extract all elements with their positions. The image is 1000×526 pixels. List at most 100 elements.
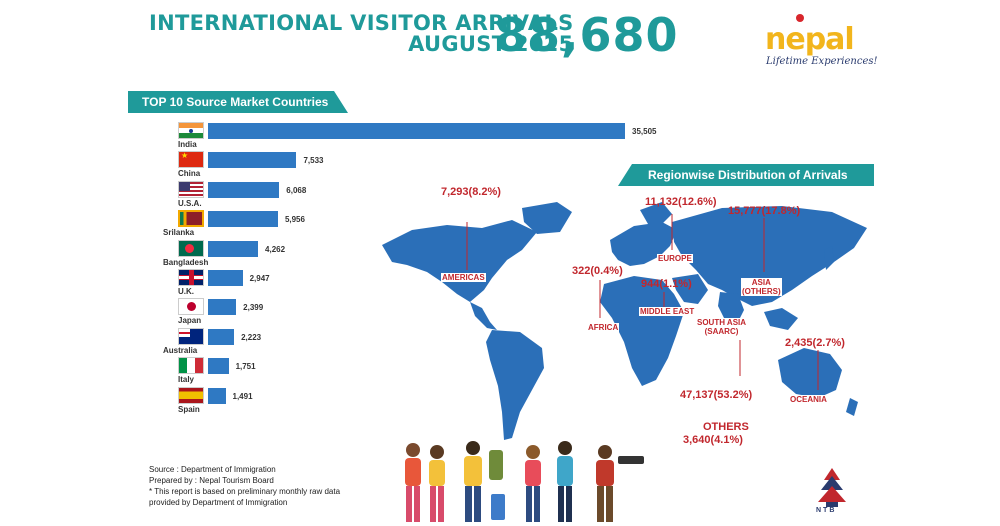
flag-emblem: [184, 243, 194, 253]
china-flag-icon: ★: [178, 151, 204, 169]
south-america-shape: [486, 330, 544, 440]
usa-flag-icon: [178, 180, 204, 198]
scandinavia-shape: [640, 202, 672, 224]
bar-value-label: 2,223: [241, 332, 262, 342]
europe-label: EUROPE: [657, 254, 693, 263]
bar-value-label: 5,956: [284, 215, 305, 225]
bar: [208, 123, 625, 139]
source-line: Source : Department of Immigration: [149, 465, 276, 474]
country-label: U.K.: [178, 287, 194, 296]
oceania-value: 2,435(2.7%): [785, 337, 845, 349]
central-america-shape: [470, 302, 497, 330]
bar-value-label: 35,505: [632, 127, 657, 136]
asia-value: 15,777(17.8%): [728, 205, 801, 217]
nepal-logo: nepal Lifetime Experiences!: [765, 12, 878, 72]
bar: [208, 299, 237, 316]
country-label: Bangladesh: [163, 257, 209, 267]
bar-value-label: 4,262: [265, 244, 286, 254]
note-line-2: provided by Department of Immigration: [149, 498, 288, 507]
region-banner: Regionwise Distribution of Arrivals: [618, 164, 874, 186]
bar: [208, 387, 226, 404]
bar-value-label: 7,533: [303, 156, 324, 166]
country-label: Spain: [178, 404, 200, 414]
traveler-5: [557, 441, 573, 522]
top10-banner: TOP 10 Source Market Countries: [128, 91, 348, 113]
middle-east-value: 944(1.1%): [641, 278, 692, 290]
bar: [208, 358, 229, 375]
page-title: INTERNATIONAL VISITOR ARRIVALS AUGUST 20…: [149, 13, 574, 55]
south-asia-label-line2: (SAARC): [704, 327, 739, 336]
flag-canton: [179, 181, 190, 191]
country-label: Japan: [178, 316, 202, 326]
ntb-logo: NTB: [812, 466, 852, 518]
southeast-asia-shape: [764, 308, 798, 330]
asia-label-line2: (OTHERS): [742, 287, 781, 296]
title-line-2: AUGUST 2025: [408, 32, 574, 56]
note-line-1: * This report is based on preliminary mo…: [149, 487, 341, 496]
bar-value-label: 2,947: [249, 274, 270, 283]
bar: [208, 181, 280, 198]
world-map: [372, 190, 872, 455]
traveler-6: [596, 445, 644, 522]
africa-label: AFRICA: [587, 323, 620, 332]
asia-label-line1: ASIA: [751, 278, 771, 287]
bangladesh-flag-icon: [178, 239, 204, 257]
others-label: OTHERS: [703, 421, 749, 433]
bar: [208, 240, 259, 257]
total-arrivals: 88,680: [495, 8, 679, 62]
ntb-temple-icon: [818, 468, 846, 507]
uk-flag-icon: [178, 269, 204, 286]
bar-value-label: 6,068: [286, 185, 307, 195]
south-asia-label-line1: SOUTH ASIA: [697, 318, 747, 327]
bar-value-label: 2,399: [243, 303, 264, 313]
japan-flag-icon: [178, 298, 204, 316]
traveler-2: [429, 445, 445, 522]
flag-star: ★: [181, 151, 189, 161]
africa-shape: [600, 276, 684, 386]
flag-emblem: [186, 302, 196, 312]
europe-value: 11,132(12.6%): [645, 196, 717, 208]
logo-word: nepal: [765, 22, 855, 57]
bar-value-label: 1,751: [235, 362, 256, 372]
australia-shape: [778, 348, 842, 398]
title-line-1: INTERNATIONAL VISITOR ARRIVALS: [149, 11, 574, 35]
country-label: China: [178, 169, 201, 179]
srilanka-flag-icon: [178, 210, 204, 228]
south-asia-label: SOUTH ASIA (SAARC): [696, 318, 748, 336]
traveler-1: [405, 443, 421, 522]
italy-flag-icon: [178, 357, 204, 375]
spain-flag-icon: [178, 386, 204, 404]
flag-cross: [189, 270, 194, 285]
asia-shape: [672, 206, 867, 306]
traveler-4: [525, 445, 541, 522]
flag-canton: [179, 328, 190, 337]
oceania-label: OCEANIA: [789, 395, 828, 404]
country-label: India: [178, 140, 197, 149]
india-flag-icon: [178, 122, 204, 139]
country-label: Australia: [163, 345, 198, 355]
japan-shape: [824, 246, 834, 270]
bar: [208, 270, 243, 286]
country-label: Srilanka: [163, 228, 195, 238]
traveler-3: [464, 441, 505, 522]
world-map-svg: [382, 202, 867, 440]
source-notes: Source : Department of Immigration Prepa…: [149, 464, 340, 508]
flag-emblem: [189, 128, 193, 133]
asia-label: ASIA (OTHERS): [741, 278, 782, 296]
middle-east-label: MIDDLE EAST: [639, 307, 696, 316]
travelers-illustration: [405, 441, 644, 522]
new-zealand-shape: [846, 398, 858, 416]
logo-sun-icon: [796, 14, 804, 22]
bar: [208, 211, 278, 228]
bar-value-label: 1,491: [232, 391, 253, 401]
americas-value: 7,293(8.2%): [441, 186, 501, 198]
americas-label: AMERICAS: [441, 273, 486, 282]
prepared-by-line: Prepared by : Nepal Tourism Board: [149, 476, 274, 485]
australia-flag-icon: [178, 327, 204, 345]
country-label: U.S.A.: [178, 198, 202, 208]
south-asia-value: 47,137(53.2%): [680, 389, 753, 401]
ntb-text: NTB: [816, 507, 837, 514]
north-america-shape: [382, 220, 537, 302]
bar: [208, 152, 297, 169]
middle-east-shape: [672, 274, 708, 304]
